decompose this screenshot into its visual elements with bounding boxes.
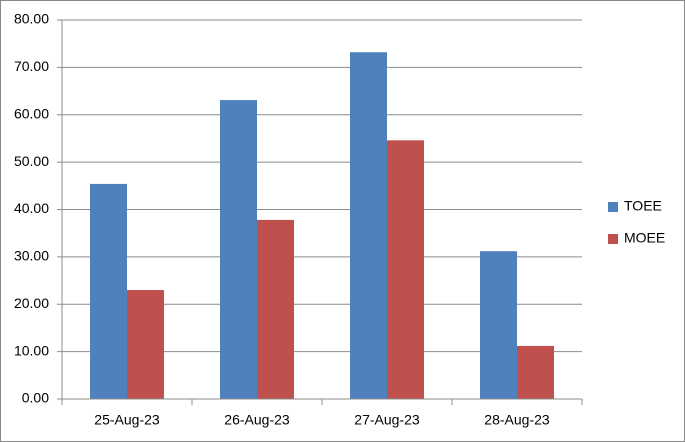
bar xyxy=(220,100,257,399)
y-tick-label: 70.00 xyxy=(14,58,49,74)
bar xyxy=(90,183,127,399)
x-tick-label: 27-Aug-23 xyxy=(354,412,420,428)
bar xyxy=(127,290,164,399)
legend-swatch xyxy=(608,202,618,212)
y-tick-label: 30.00 xyxy=(14,248,49,264)
y-tick-label: 10.00 xyxy=(14,342,49,358)
y-tick-label: 80.00 xyxy=(14,11,49,27)
x-tick-label: 28-Aug-23 xyxy=(484,412,550,428)
x-tick-label: 26-Aug-23 xyxy=(224,412,290,428)
y-tick-label: 40.00 xyxy=(14,200,49,216)
legend-label: TOEE xyxy=(624,198,662,214)
x-tick-label: 25-Aug-23 xyxy=(94,412,160,428)
legend-label: MOEE xyxy=(624,230,665,246)
bar xyxy=(480,251,517,399)
y-tick-label: 0.00 xyxy=(22,390,49,406)
bar xyxy=(517,345,554,399)
bar xyxy=(257,219,294,399)
y-tick-label: 50.00 xyxy=(14,153,49,169)
bar xyxy=(350,52,387,400)
legend-swatch xyxy=(608,234,618,244)
bar xyxy=(387,140,424,399)
y-tick-label: 60.00 xyxy=(14,105,49,121)
y-tick-label: 20.00 xyxy=(14,295,49,311)
